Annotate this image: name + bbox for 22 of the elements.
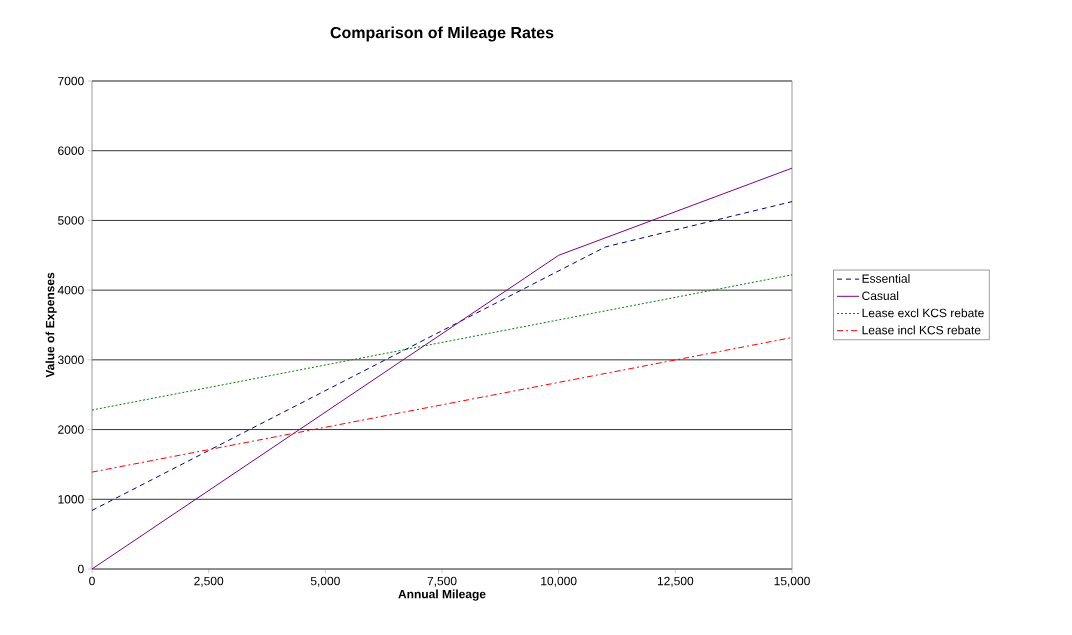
y-tick-label: 2000 bbox=[58, 425, 84, 434]
x-tick-label: 12,500 bbox=[657, 576, 694, 587]
chart-title: Comparison of Mileage Rates bbox=[330, 26, 554, 42]
legend-label: Lease incl KCS rebate bbox=[862, 325, 981, 335]
x-tick-label: 0 bbox=[89, 576, 95, 586]
y-tick-label: 1000 bbox=[58, 495, 84, 504]
legend-label: Essential bbox=[862, 274, 910, 283]
x-tick-label: 7,500 bbox=[427, 576, 457, 587]
y-tick-label: 7000 bbox=[58, 76, 84, 86]
y-tick-label: 5000 bbox=[58, 216, 84, 225]
x-tick-label: 15,000 bbox=[774, 576, 810, 587]
legend-label: Lease excl KCS rebate bbox=[862, 308, 984, 318]
y-tick-label: 6000 bbox=[58, 146, 84, 155]
x-tick-label: 2,500 bbox=[194, 576, 224, 587]
y-tick-label: 3000 bbox=[57, 355, 84, 365]
y-tick-label: 0 bbox=[78, 564, 84, 574]
legend-label: Casual bbox=[862, 291, 899, 301]
x-tick-label: 10,000 bbox=[541, 576, 577, 587]
x-tick-label: 5,000 bbox=[310, 576, 340, 587]
y-axis-title: Value of Expenses bbox=[45, 272, 57, 378]
x-axis-title: Annual Mileage bbox=[398, 589, 486, 601]
y-tick-label: 4000 bbox=[57, 285, 84, 295]
